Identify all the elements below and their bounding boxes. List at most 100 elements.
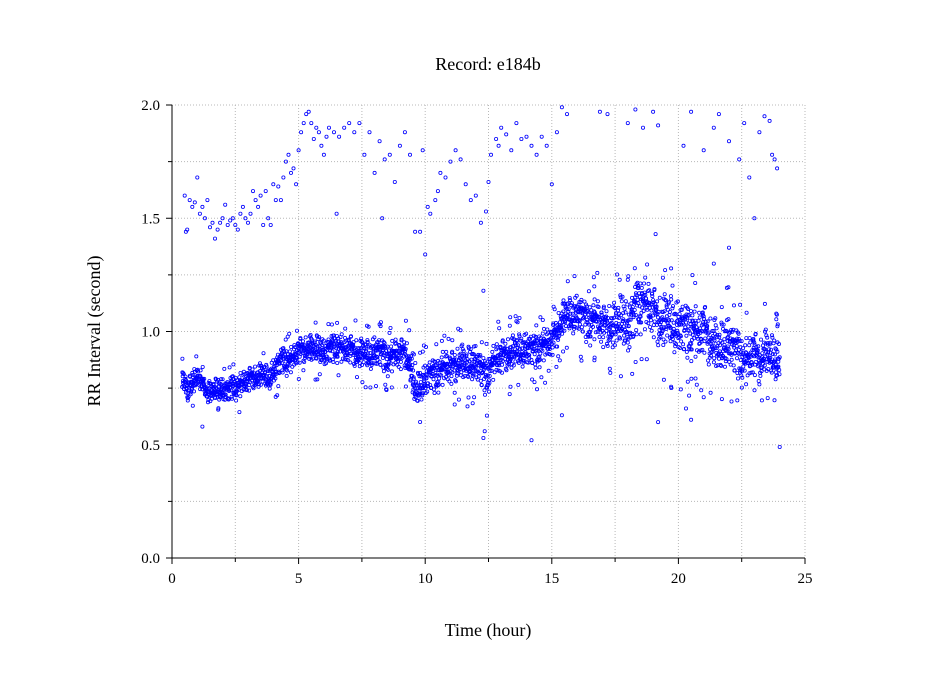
data-point (294, 182, 299, 187)
data-point (440, 349, 445, 354)
data-point (408, 362, 413, 367)
data-point (649, 328, 654, 333)
data-point (434, 365, 439, 370)
data-point (247, 380, 252, 385)
data-point (735, 398, 740, 403)
data-point (520, 346, 525, 351)
data-point (584, 339, 589, 344)
data-point (635, 284, 640, 289)
y-tick-label: 0.0 (141, 551, 160, 567)
data-point (684, 333, 689, 338)
data-point (762, 114, 767, 119)
data-point (717, 335, 722, 340)
data-point (372, 170, 377, 175)
data-point (511, 363, 516, 368)
data-point (730, 329, 735, 334)
data-point (608, 370, 613, 375)
data-point (685, 355, 690, 360)
data-point (281, 348, 286, 353)
data-point (418, 380, 423, 385)
data-point (699, 388, 704, 393)
grid-lines (172, 104, 806, 558)
data-point (447, 379, 452, 384)
data-point (294, 356, 299, 361)
data-point (491, 343, 496, 348)
data-point (359, 362, 364, 367)
data-point (602, 323, 607, 328)
data-point (763, 329, 768, 334)
data-point (439, 355, 444, 360)
data-point (432, 390, 437, 395)
data-point (653, 232, 658, 237)
data-point (195, 175, 200, 180)
data-point (479, 383, 484, 388)
data-point (744, 310, 749, 315)
data-point (465, 359, 470, 364)
data-point (194, 354, 199, 359)
data-point (571, 324, 576, 329)
data-point (722, 337, 727, 342)
data-point (645, 262, 650, 267)
data-point (227, 365, 232, 370)
data-point (482, 388, 487, 393)
data-point (554, 364, 559, 369)
data-point (556, 310, 561, 315)
data-point (739, 385, 744, 390)
data-point (433, 198, 438, 203)
data-point (588, 327, 593, 332)
data-point (675, 318, 680, 323)
data-point (650, 291, 655, 296)
data-point (540, 348, 545, 353)
data-point (271, 182, 276, 187)
data-point (642, 327, 647, 332)
data-point (510, 333, 515, 338)
data-point (712, 338, 717, 343)
data-point (304, 112, 309, 117)
data-point (220, 216, 225, 221)
data-point (201, 380, 206, 385)
x-tick-label: 5 (295, 571, 303, 587)
data-point (398, 359, 403, 364)
data-point (599, 339, 604, 344)
data-point (605, 112, 610, 117)
data-point (749, 360, 754, 365)
data-point (517, 346, 522, 351)
data-point (376, 340, 381, 345)
data-point (777, 355, 782, 360)
data-point (773, 377, 778, 382)
data-point (385, 374, 390, 379)
data-point (630, 371, 635, 376)
data-point (392, 179, 397, 184)
data-point (567, 326, 572, 331)
data-point (190, 403, 195, 408)
data-point (313, 377, 318, 382)
data-point (473, 343, 478, 348)
data-point (526, 360, 531, 365)
data-point (757, 382, 762, 387)
data-point (631, 313, 636, 318)
data-point (685, 379, 690, 384)
data-point (353, 318, 358, 323)
data-point (240, 204, 245, 209)
data-point (476, 374, 481, 379)
data-point (538, 351, 543, 356)
data-point (672, 350, 677, 355)
data-point (497, 326, 502, 331)
data-point (418, 350, 423, 355)
data-point (550, 345, 555, 350)
data-point (614, 338, 619, 343)
data-point (775, 324, 780, 329)
data-point (300, 339, 305, 344)
data-point (219, 377, 224, 382)
data-point (487, 380, 492, 385)
data-point (198, 374, 203, 379)
data-point (625, 340, 630, 345)
data-point (456, 397, 461, 402)
data-point (719, 397, 724, 402)
data-point (504, 132, 509, 137)
data-point (670, 336, 675, 341)
data-point (514, 319, 519, 324)
data-point (643, 275, 648, 280)
data-point (678, 334, 683, 339)
data-point (450, 349, 455, 354)
